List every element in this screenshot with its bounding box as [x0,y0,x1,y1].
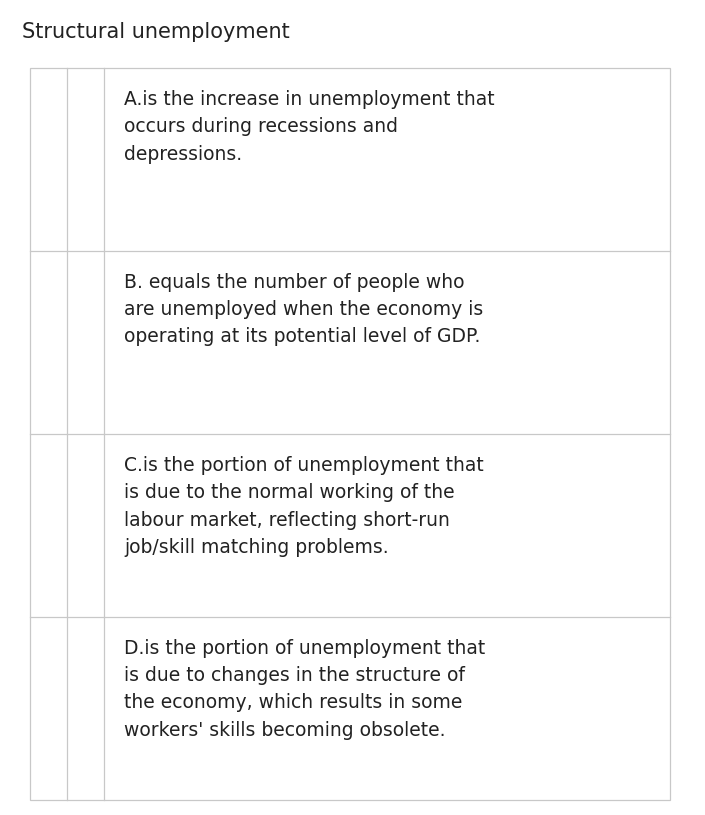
Text: A.is the increase in unemployment that
occurs during recessions and
depressions.: A.is the increase in unemployment that o… [124,90,495,164]
Bar [30,68,670,800]
Text: Structural unemployment: Structural unemployment [22,22,290,42]
Text: B. equals the number of people who
are unemployed when the economy is
operating : B. equals the number of people who are u… [124,273,483,346]
Text: D.is the portion of unemployment that
is due to changes in the structure of
the : D.is the portion of unemployment that is… [124,639,485,740]
Text: C.is the portion of unemployment that
is due to the normal working of the
labour: C.is the portion of unemployment that is… [124,456,484,557]
